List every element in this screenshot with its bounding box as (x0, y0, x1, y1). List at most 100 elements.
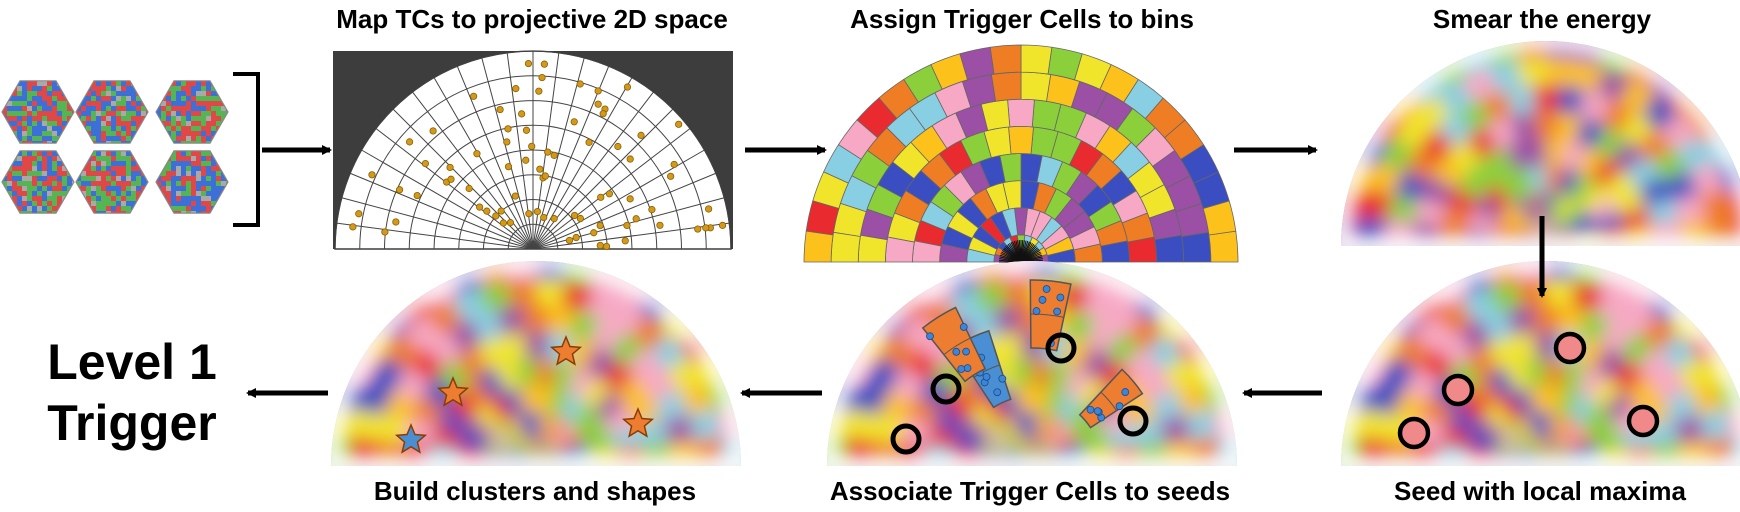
trigger-cell-point (381, 228, 389, 236)
step-title-assign: Assign Trigger Cells to bins (850, 4, 1194, 34)
cluster-region (1078, 368, 1149, 437)
trigger-cell-point (395, 186, 404, 194)
trigger-cell-point (656, 221, 664, 229)
seeds-panel (1341, 261, 1740, 466)
trigger-cell-point (538, 73, 546, 82)
trigger-cell-point (512, 85, 520, 93)
hexagon-module (75, 150, 149, 214)
trigger-cell-point (392, 218, 400, 226)
seed-marker (1441, 373, 1475, 407)
trigger-cell-point (718, 221, 727, 229)
cluster-star (436, 376, 470, 407)
seed-ring (1117, 405, 1149, 437)
trigger-cell-point (506, 219, 515, 227)
step-title-build: Build clusters and shapes (374, 476, 696, 506)
trigger-cell-point (602, 242, 611, 251)
clusters-panel (331, 261, 741, 466)
hexagon-module (155, 150, 229, 214)
trigger-cell-point (572, 233, 580, 242)
trigger-cell-point (576, 80, 584, 88)
trigger-cell-point (522, 156, 530, 164)
trigger-cell-point (535, 87, 543, 95)
trigger-cell-point (524, 59, 533, 68)
trigger-cell-point (590, 229, 598, 237)
step-title-associate: Associate Trigger Cells to seeds (830, 476, 1230, 506)
trigger-cell-point (565, 236, 574, 245)
trigger-cell-point (504, 125, 512, 133)
trigger-cell-point (670, 160, 678, 169)
trigger-cell-point (648, 206, 656, 214)
trigger-cell-point (465, 184, 473, 193)
trigger-cell-point (541, 172, 549, 180)
trigger-cell-point (585, 138, 593, 146)
hexagon-module (1, 80, 75, 144)
trigger-cell-point (413, 191, 421, 200)
cluster-star (621, 407, 655, 438)
trigger-cell-point (596, 221, 604, 230)
trigger-cell-point (518, 110, 526, 118)
trigger-cell-point (355, 210, 363, 218)
cluster-region (1029, 279, 1077, 364)
trigger-cell-point (429, 127, 437, 135)
trigger-cell-point (570, 118, 578, 126)
output-label-line2: Trigger (47, 395, 216, 451)
trigger-cell-point (614, 142, 622, 151)
trigger-cell-point (570, 211, 579, 220)
seed-marker (1397, 416, 1431, 450)
smeared-energy-panel (1341, 41, 1740, 246)
bins-panel (803, 44, 1239, 263)
trigger-cell-point (421, 159, 430, 168)
trigger-cell-point (476, 203, 484, 211)
trigger-cell-point (497, 207, 505, 215)
trigger-cell-point (511, 192, 519, 200)
hexagon-module (75, 80, 149, 144)
trigger-cell-point (596, 241, 604, 250)
seed-ring (890, 423, 922, 455)
trigger-cell-point (576, 214, 585, 223)
trigger-cell-point (637, 131, 645, 139)
trigger-cell-point (533, 207, 542, 216)
trigger-cell-point (540, 60, 549, 68)
associate-panel (827, 261, 1237, 466)
trigger-cell-point (594, 100, 602, 108)
trigger-cell-point (528, 142, 536, 150)
trigger-cell-point (503, 138, 511, 146)
trigger-cell-point (597, 193, 605, 201)
seed-ring (1045, 332, 1077, 364)
trigger-cell-point (623, 83, 632, 91)
trigger-cell-point (626, 155, 634, 163)
seed-marker (1553, 331, 1587, 365)
trigger-cell-point (349, 223, 357, 231)
trigger-cell-point (621, 237, 629, 245)
cluster-star (549, 335, 583, 366)
trigger-cell-point (473, 150, 481, 158)
output-label-line1: Level 1 (47, 334, 217, 390)
seed-marker (1626, 404, 1660, 438)
trigger-cell-point (675, 120, 683, 128)
cluster-region (921, 306, 987, 405)
trigger-cell-point (632, 215, 640, 223)
bracket (233, 72, 260, 227)
trigger-cell-point (550, 151, 558, 159)
step-title-smear: Smear the energy (1433, 4, 1652, 34)
trigger-cell-point (536, 165, 544, 173)
projection-panel (333, 50, 733, 251)
trigger-cell-point (702, 224, 710, 232)
trigger-cell-point (405, 138, 414, 146)
trigger-cell-point (694, 225, 702, 233)
trigger-cell-point (368, 171, 376, 179)
detector-hexagons (1, 80, 229, 214)
trigger-cell-point (525, 210, 533, 218)
trigger-cell-point (522, 126, 531, 134)
trigger-cell-points (349, 59, 727, 251)
cluster-star (394, 423, 428, 454)
trigger-cell-point (483, 207, 491, 215)
seed-ring (930, 373, 962, 405)
trigger-cell-point (504, 163, 513, 171)
trigger-cell-point (705, 205, 713, 213)
trigger-cell-point (492, 212, 500, 220)
trigger-cell-point (594, 87, 602, 95)
step-title-seed: Seed with local maxima (1394, 476, 1686, 506)
trigger-cell-point (626, 195, 634, 203)
